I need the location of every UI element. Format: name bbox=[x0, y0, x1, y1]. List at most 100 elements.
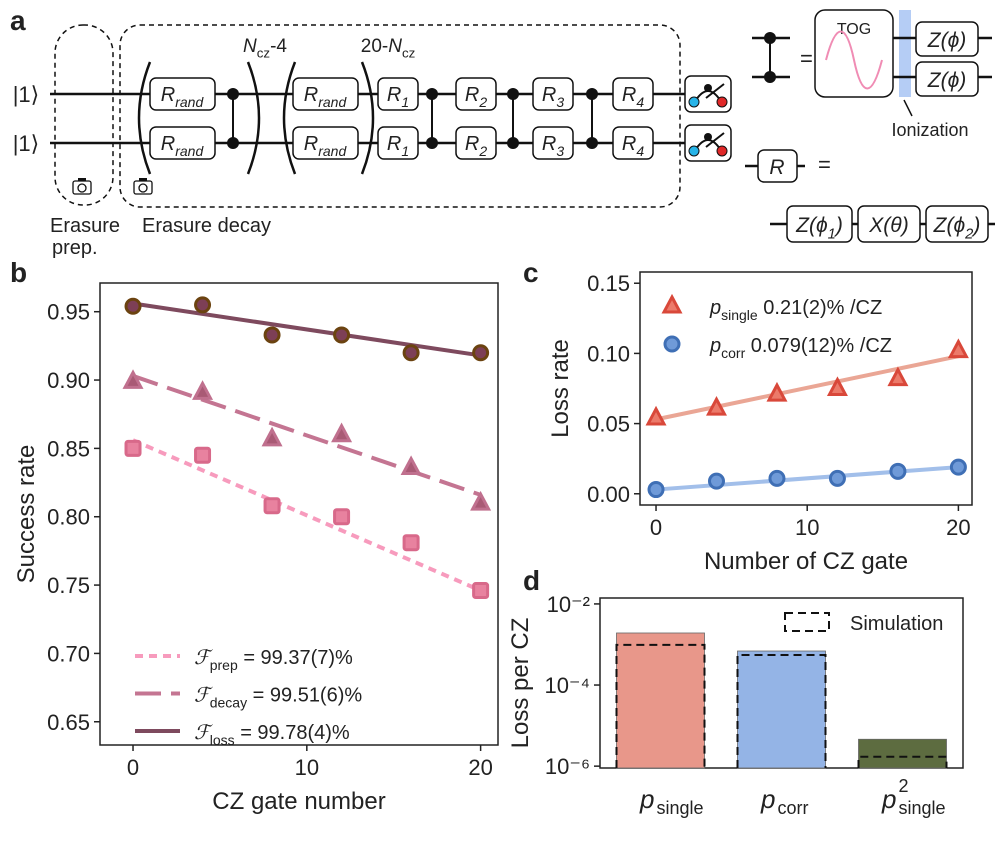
gate-label: R bbox=[769, 156, 784, 179]
gate-label-part: R bbox=[304, 133, 318, 155]
gate-label-part: R bbox=[542, 133, 556, 155]
erasure-prep-region bbox=[54, 24, 114, 206]
control-dot bbox=[426, 88, 438, 100]
legend-swatch bbox=[661, 293, 683, 314]
r-rand-gate bbox=[149, 77, 216, 111]
bracket bbox=[137, 61, 152, 175]
repeat-label: 20-Ncz bbox=[361, 36, 416, 61]
legend-swatch bbox=[663, 335, 681, 353]
data-point bbox=[707, 472, 725, 490]
x-tick-label: 10 bbox=[295, 755, 319, 780]
data-point bbox=[947, 338, 969, 359]
gate-label-part: Z(ϕ bbox=[795, 214, 828, 237]
fit-line bbox=[132, 374, 482, 497]
y-tick-label: 10⁻⁴ bbox=[544, 673, 590, 698]
data-point bbox=[122, 369, 144, 389]
data-point bbox=[263, 326, 281, 344]
gate-label-part: 1 bbox=[401, 94, 409, 110]
panel-label: d bbox=[523, 565, 540, 596]
repeat-label-part: cz bbox=[257, 46, 270, 61]
gate-label: R3 bbox=[542, 84, 564, 110]
gate-label-part: R bbox=[387, 133, 401, 155]
y-tick-label: 10⁻⁶ bbox=[545, 754, 590, 779]
data-point bbox=[402, 344, 420, 362]
erasure-decay-region bbox=[119, 24, 681, 208]
gate-label: R1 bbox=[387, 133, 409, 159]
gate-label-part: R bbox=[161, 84, 175, 106]
control-dot bbox=[227, 88, 239, 100]
meter-dot bbox=[716, 96, 728, 108]
y-tick-label: 10⁻² bbox=[547, 592, 590, 617]
fit-line bbox=[655, 354, 959, 422]
y-tick-label: 0.90 bbox=[47, 368, 90, 393]
gate-label-part: rand bbox=[318, 94, 347, 110]
data-point bbox=[192, 380, 214, 400]
legend-entry: ℱprep = 99.37(7)% bbox=[194, 647, 353, 673]
gate-label-part: R bbox=[304, 84, 318, 106]
control-dot bbox=[764, 71, 776, 83]
r-rand-gate bbox=[292, 77, 359, 111]
camera-top bbox=[139, 178, 147, 181]
gate-label-part: ) bbox=[833, 214, 843, 237]
legend-entry-part: = 99.78(4)% bbox=[235, 722, 350, 744]
gate-label-part: 4 bbox=[636, 143, 644, 159]
category-label: p bbox=[760, 784, 775, 814]
gate-label-part: 2 bbox=[964, 226, 973, 242]
y-tick-label: 0.15 bbox=[587, 271, 630, 296]
gate-label-part: 1 bbox=[828, 226, 836, 242]
r-rand-gate bbox=[149, 126, 216, 160]
gate-label-part: R bbox=[161, 133, 175, 155]
data-point bbox=[887, 366, 909, 387]
legend-entry-part: ℱ bbox=[194, 685, 213, 707]
category-label: 2 bbox=[899, 776, 909, 796]
data-point bbox=[472, 344, 490, 362]
gate-label-part: R bbox=[622, 133, 636, 155]
control-dot bbox=[507, 137, 519, 149]
control-dot bbox=[227, 137, 239, 149]
control-dot bbox=[586, 88, 598, 100]
meter-dot bbox=[704, 133, 712, 141]
data-point bbox=[261, 426, 283, 447]
gate-label: Rrand bbox=[161, 84, 205, 110]
caption: Erasure decay bbox=[142, 215, 271, 237]
data-point bbox=[194, 296, 212, 314]
ionization-pulse bbox=[899, 10, 911, 97]
r-rand-gate bbox=[292, 126, 359, 160]
data-point bbox=[768, 469, 786, 487]
legend-swatch bbox=[784, 612, 830, 632]
category-label: corr bbox=[778, 798, 809, 818]
r-gate bbox=[612, 77, 654, 111]
simulation-bar bbox=[857, 755, 948, 768]
gate-label-part: ) bbox=[970, 214, 980, 237]
control-dot bbox=[507, 88, 519, 100]
control-dot bbox=[586, 137, 598, 149]
decomp-gate bbox=[925, 205, 989, 243]
y-tick-label: 0.80 bbox=[47, 505, 90, 530]
data-point bbox=[949, 458, 967, 476]
r-gate bbox=[757, 149, 798, 183]
data-point bbox=[194, 446, 212, 464]
gate-label-part: 3 bbox=[556, 94, 564, 110]
control-dot bbox=[764, 32, 776, 44]
gate-label-part: 1 bbox=[401, 143, 409, 159]
legend-entry-part: ℱ bbox=[194, 722, 213, 744]
gate-label-part: 3 bbox=[556, 143, 564, 159]
camera-lens bbox=[138, 183, 148, 193]
gate-label: Z(ϕ1) bbox=[795, 214, 843, 242]
tog-label: TOG bbox=[837, 21, 871, 38]
y-tick-label: 0.00 bbox=[587, 482, 630, 507]
gate-label-part: R bbox=[465, 133, 479, 155]
legend-entry: Simulation bbox=[850, 613, 943, 635]
y-tick-label: 0.65 bbox=[47, 710, 90, 735]
z-gate bbox=[915, 61, 979, 97]
data-point bbox=[645, 405, 667, 426]
data-point bbox=[333, 508, 351, 526]
gate-label-part: 2 bbox=[478, 143, 487, 159]
caption: prep. bbox=[52, 237, 98, 259]
fit-line bbox=[655, 465, 959, 492]
r-gate bbox=[455, 77, 497, 111]
r-gate bbox=[532, 126, 574, 160]
input-state: |1⟩ bbox=[13, 131, 40, 156]
legend-entry-part: corr bbox=[721, 345, 745, 361]
data-point bbox=[889, 462, 907, 480]
